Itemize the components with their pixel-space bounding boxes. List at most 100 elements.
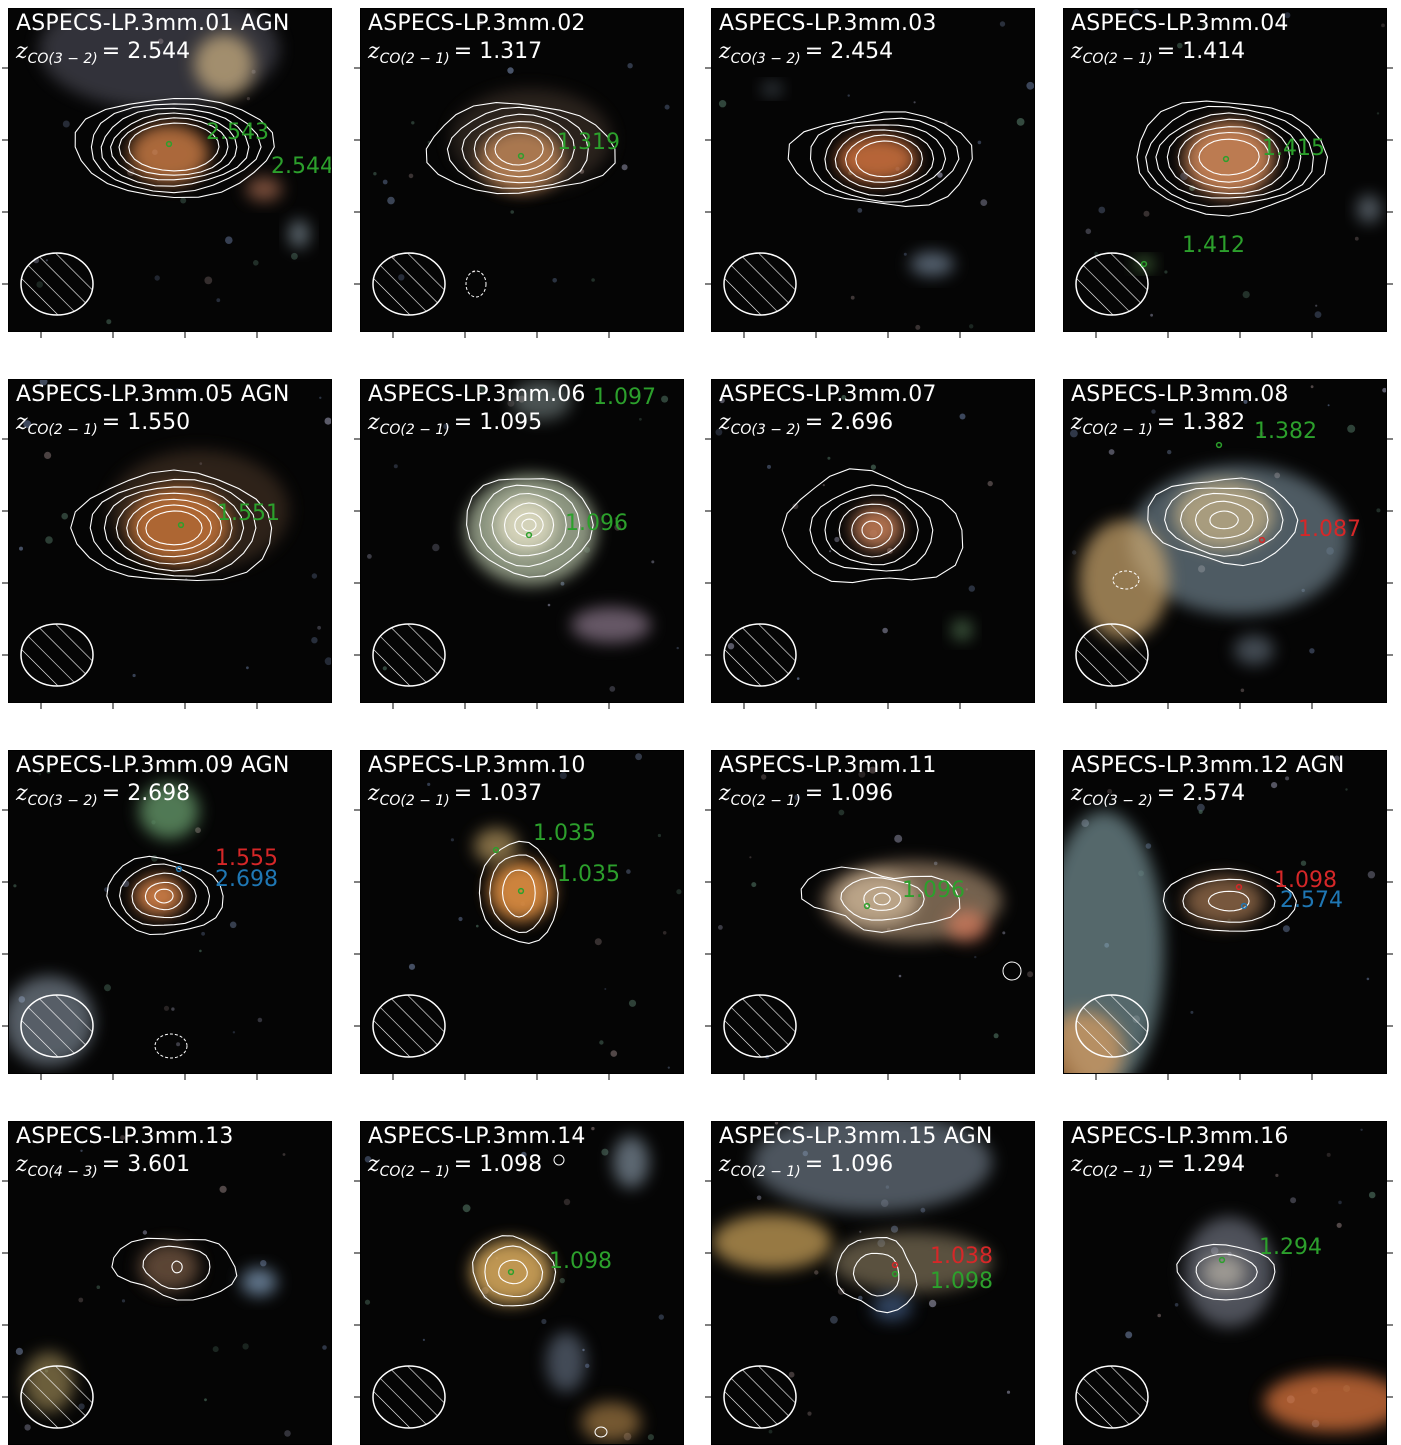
- co-contour: [446, 106, 589, 189]
- cutout-panel: ASPECS-LP.3mm.13 zCO(4 − 3) = 3.601: [8, 1121, 332, 1445]
- background-source: [591, 1126, 595, 1131]
- background-source: [841, 395, 847, 400]
- source-title: ASPECS-LP.3mm.13: [16, 1124, 234, 1149]
- background-source: [142, 1230, 148, 1235]
- background-source: [61, 512, 68, 520]
- co-contour: [472, 1235, 557, 1307]
- background-source: [216, 298, 221, 303]
- co-contour: [478, 840, 559, 944]
- co-contour: [1136, 100, 1329, 217]
- background-source: [1282, 925, 1290, 933]
- background-source: [38, 773, 42, 776]
- source-title: ASPECS-LP.3mm.14: [368, 1124, 586, 1149]
- background-source: [1354, 236, 1359, 241]
- cutout-panel: ASPECS-LP.3mm.09 AGN zCO(3 − 2) = 2.698 1.5…: [8, 750, 332, 1074]
- background-source: [959, 413, 966, 420]
- galaxy-emission: [1357, 195, 1381, 223]
- background-source: [1164, 270, 1168, 274]
- galaxy-emission: [139, 783, 199, 839]
- background-source: [1072, 550, 1077, 555]
- redshift-value: = 1.098: [453, 1152, 543, 1177]
- background-source: [626, 869, 631, 874]
- background-source: [859, 1230, 862, 1233]
- background-source: [1360, 1128, 1363, 1131]
- co-contour: [145, 510, 203, 546]
- co-contour: [89, 478, 257, 577]
- background-source: [324, 657, 331, 666]
- redshift-symbol: z: [368, 39, 380, 64]
- background-source: [15, 1347, 23, 1355]
- background-source: [1334, 755, 1340, 762]
- galaxy-emission: [571, 607, 651, 643]
- galaxy-emission: [546, 1332, 586, 1392]
- background-source: [604, 988, 607, 990]
- beam-ellipse: [1075, 623, 1149, 687]
- co-contour: [787, 111, 973, 207]
- co-contour: [1162, 868, 1297, 932]
- redshift-value: = 2.696: [804, 410, 894, 435]
- beam-ellipse: [723, 252, 797, 316]
- co-contour: [144, 881, 183, 911]
- co-transition: CO(3 − 2): [730, 51, 801, 67]
- background-source: [718, 100, 727, 108]
- background-source: [1327, 404, 1330, 407]
- galaxy-emission: [451, 89, 611, 189]
- cutout-image: [718, 21, 1034, 330]
- background-source: [719, 397, 725, 404]
- co-contour: [594, 1426, 608, 1438]
- co-contour: [70, 469, 273, 582]
- source-title: ASPECS-LP.3mm.03: [719, 11, 937, 36]
- background-source: [1338, 1200, 1342, 1205]
- cutout-image: [372, 19, 670, 316]
- redshift-symbol: z: [368, 781, 380, 806]
- counterpart-redshift-label: 1.096: [565, 511, 628, 536]
- cutout-panel: ASPECS-LP.3mm.10 zCO(2 − 1) = 1.037 1.035 1.…: [360, 750, 684, 1074]
- background-source: [171, 1007, 175, 1011]
- co-contour: [809, 484, 934, 572]
- background-source: [24, 1424, 31, 1431]
- background-source: [1326, 1152, 1331, 1157]
- co-redshift: zCO(2 − 1) = 1.414: [1071, 39, 1245, 67]
- co-contour: [1207, 890, 1250, 912]
- co-contour: [1177, 126, 1281, 189]
- co-contour: [128, 122, 220, 172]
- background-source: [913, 101, 916, 104]
- background-source: [621, 164, 628, 171]
- counterpart-redshift-label: 1.319: [557, 130, 620, 155]
- background-source: [850, 295, 855, 300]
- counterpart-redshift-label: 2.543: [206, 120, 269, 145]
- cutout-image: [718, 766, 1034, 1059]
- background-source: [1242, 291, 1250, 299]
- galaxy-emission: [837, 135, 917, 183]
- background-source: [367, 554, 372, 559]
- redshift-value: = 1.317: [453, 39, 543, 64]
- cutout-image: [19, 380, 331, 687]
- cutout-image: [15, 1135, 327, 1437]
- co-redshift: zCO(3 − 2) = 2.574: [1071, 781, 1245, 809]
- background-source: [521, 1151, 527, 1158]
- background-source: [1016, 118, 1025, 126]
- background-source: [1290, 1197, 1297, 1204]
- co-transition: CO(2 − 1): [1082, 1164, 1153, 1180]
- counterpart-marker: [891, 1261, 899, 1269]
- background-source: [1143, 210, 1150, 217]
- counterpart-redshift-label: 1.035: [533, 821, 596, 846]
- co-transition: CO(3 − 2): [27, 793, 98, 809]
- beam-ellipse: [20, 623, 94, 687]
- background-source: [1382, 387, 1386, 393]
- co-contour: [100, 107, 250, 187]
- counterpart-redshift-label: 1.555: [215, 846, 278, 871]
- background-source: [915, 324, 921, 330]
- counterpart-redshift-label: 1.096: [902, 878, 965, 903]
- background-source: [1376, 112, 1380, 115]
- co-contour: [503, 502, 555, 547]
- background-source: [882, 627, 888, 634]
- background-source: [1300, 860, 1307, 866]
- galaxy-emission: [947, 910, 987, 942]
- background-source: [1107, 788, 1113, 794]
- background-source: [121, 1299, 126, 1303]
- background-source: [96, 1285, 101, 1289]
- co-transition: CO(3 − 2): [27, 51, 98, 67]
- cutout-panel: ASPECS-LP.3mm.03 zCO(3 − 2) = 2.454: [711, 8, 1035, 332]
- background-source: [201, 931, 206, 936]
